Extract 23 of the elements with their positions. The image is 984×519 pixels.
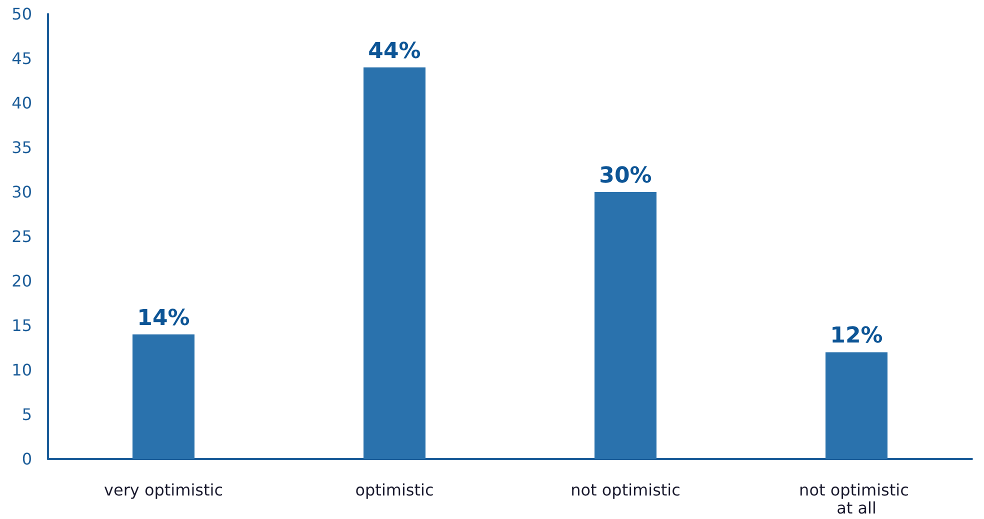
x-tick-label: very optimistic [104, 480, 223, 500]
x-tick-label: not optimistic [570, 480, 680, 500]
bar [826, 352, 888, 459]
bar [594, 192, 656, 459]
y-tick-label: 40 [12, 94, 32, 112]
x-tick-label: not optimistic at all [799, 480, 914, 518]
data-label: 12% [830, 324, 883, 349]
data-label: 14% [137, 306, 190, 331]
y-tick-label: 50 [12, 4, 32, 24]
bar [132, 334, 194, 459]
data-label: 30% [599, 164, 652, 188]
y-tick-label: 25 [12, 227, 32, 246]
y-tick-label: 30 [12, 182, 32, 202]
y-tick-label: 20 [12, 272, 32, 290]
data-label: 44% [368, 38, 421, 64]
y-tick-label: 15 [12, 316, 32, 335]
y-tick-label: 0 [22, 450, 32, 468]
y-tick-label: 10 [12, 360, 32, 380]
y-tick-label: 45 [12, 49, 32, 68]
y-tick-label: 5 [22, 405, 32, 424]
y-tick-label: 35 [12, 138, 32, 157]
bar [364, 67, 426, 459]
x-tick-label: optimistic [355, 480, 434, 500]
